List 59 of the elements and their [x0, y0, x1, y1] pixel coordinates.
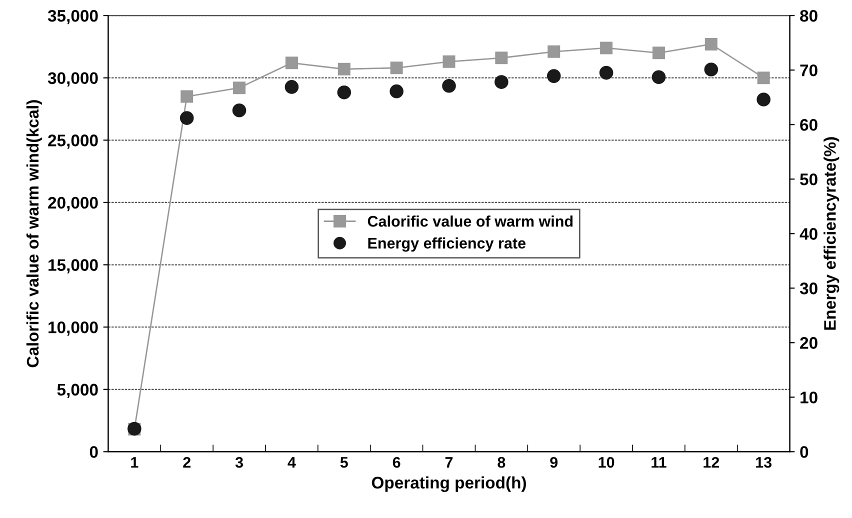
x-tick-label: 4 [288, 457, 296, 468]
y2-tick-label: 0 [800, 446, 808, 458]
x-tick-label: 10 [598, 456, 614, 468]
x-tick-label: 12 [704, 456, 720, 468]
point [495, 52, 508, 64]
point [232, 104, 246, 118]
y2-tick-label: 70 [800, 64, 818, 76]
x-tick-label: 8 [498, 456, 506, 468]
y2-tick-label: 40 [800, 228, 818, 240]
x-tick-label: 6 [392, 456, 400, 468]
y2-tick-label: 50 [800, 174, 818, 186]
x-tick-label: 5 [340, 457, 348, 468]
y-tick-label: 35,000 [48, 10, 98, 24]
y-tick-label: 20,000 [48, 196, 98, 212]
point [546, 69, 561, 83]
y-tick-label: 25,000 [48, 134, 98, 149]
x-tick-label: 13 [756, 456, 772, 468]
x-tick-label: 11 [652, 457, 666, 468]
point [600, 42, 613, 54]
x-tick-label: 3 [235, 456, 243, 468]
point [548, 45, 560, 58]
point [442, 78, 456, 93]
point [338, 62, 350, 76]
y2-tick-label: 60 [800, 118, 818, 131]
point [337, 86, 352, 100]
point [599, 66, 614, 80]
x-tick-label: 7 [445, 457, 453, 468]
point [704, 38, 718, 50]
y2-tick-label: 20 [800, 337, 818, 349]
point [704, 62, 718, 76]
y-tick-label: 10,000 [48, 321, 98, 336]
point [180, 111, 194, 125]
y-tick-label: 0 [90, 446, 98, 458]
point [390, 84, 404, 98]
point [652, 46, 665, 60]
y2-tick-label: 30 [800, 282, 818, 294]
point [494, 75, 508, 89]
point [180, 90, 194, 103]
point [757, 72, 770, 84]
y-tick-label: 30,000 [48, 72, 98, 86]
x-tick-label: 2 [183, 456, 190, 468]
y-tick-label: 15,000 [48, 259, 98, 274]
y-tick-label: 5,000 [57, 384, 98, 398]
x-tick-label: 1 [131, 457, 138, 468]
y2-tick-label: 80 [800, 10, 818, 22]
point [652, 70, 666, 84]
y-axis-title: Calorific value of warm wind(kcal) [26, 100, 42, 368]
point [285, 56, 298, 70]
y2-axis-title: Energy efficiencyrate(%) [824, 137, 840, 330]
point [233, 82, 246, 94]
point [390, 62, 403, 74]
point [756, 92, 770, 106]
x-tick-label: 9 [550, 456, 558, 468]
point [442, 55, 456, 68]
legend-label: Calorific value of warm wind [368, 216, 573, 227]
x-axis-title: Operating period(h) [372, 476, 526, 492]
legend-label: Energy efficiency rate [368, 237, 526, 252]
y2-tick-label: 10 [800, 392, 818, 404]
point [284, 80, 299, 94]
